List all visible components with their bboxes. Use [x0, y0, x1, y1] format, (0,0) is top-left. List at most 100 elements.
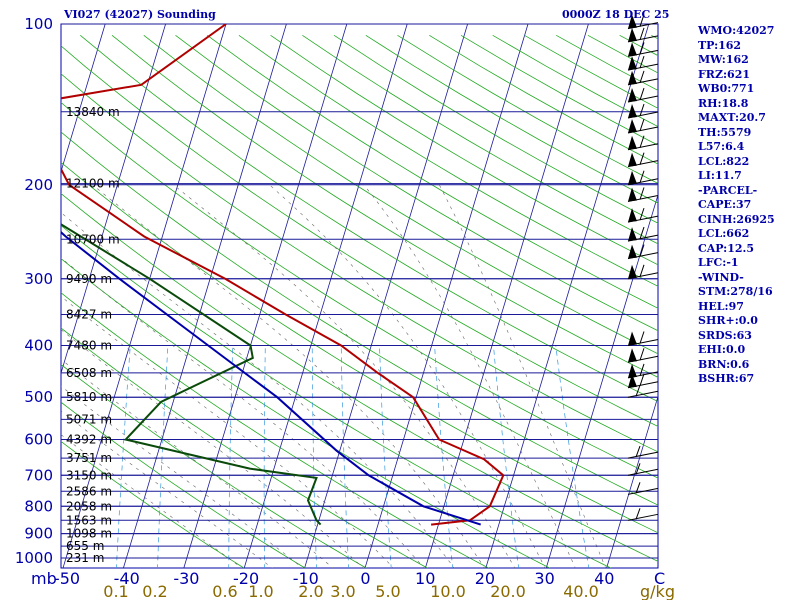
- dry-adiabat-line: [61, 364, 368, 568]
- mixing-ratio-label: 1.0: [248, 582, 273, 600]
- moist-adiabat-line: [363, 184, 576, 568]
- temperature-tick-label: 40: [594, 569, 614, 588]
- wind-barb: [627, 42, 659, 57]
- dry-adiabat-line: [61, 193, 658, 562]
- dry-adiabat-line: [61, 225, 612, 568]
- index-item: L57:6.4: [698, 140, 745, 153]
- dry-adiabat-line: [61, 327, 429, 568]
- height-level-label: 2058 m: [66, 499, 112, 513]
- wind-barb: [627, 244, 659, 260]
- dry-adiabat-line: [61, 131, 658, 506]
- wind-barb: [627, 103, 659, 119]
- wind-barb: [627, 207, 659, 223]
- wind-barb: [627, 226, 659, 242]
- index-item: LCL:662: [698, 227, 750, 240]
- height-level-label: 1563 m: [66, 513, 112, 527]
- temperature-tick-label: -10: [293, 569, 319, 588]
- mixing-ratio-label: 3.0: [330, 582, 355, 600]
- pressure-tick-label: 600: [24, 431, 53, 449]
- wind-barb: [627, 463, 659, 476]
- celsius-unit: C: [654, 569, 665, 588]
- height-level-label: 3150 m: [66, 468, 112, 482]
- wind-barb: [627, 70, 659, 86]
- pressure-tick-label: 300: [24, 270, 53, 288]
- index-item: -WIND-: [698, 270, 744, 284]
- isotherm-line: [364, 24, 529, 568]
- wind-barb: [627, 373, 659, 389]
- isotherm-line: [606, 395, 658, 568]
- pressure-tick-label: 900: [24, 525, 53, 543]
- moist-adiabat-line: [61, 212, 455, 568]
- mixing-ratio-label: 20.0: [490, 582, 526, 600]
- height-level-label: 2586 m: [66, 484, 112, 498]
- height-level-label: 12100 m: [66, 177, 120, 191]
- pressure-tick-label: 500: [24, 388, 53, 406]
- mixing-ratio-line: [228, 345, 234, 568]
- dewpoint-profile: [61, 223, 322, 526]
- wind-barb: [627, 152, 659, 168]
- mixing-ratio-label: 10.0: [430, 582, 466, 600]
- temperature-tick-label: 30: [534, 569, 554, 588]
- moist-adiabat-line: [61, 410, 273, 568]
- wind-barb: [627, 264, 659, 280]
- temperature-tick-label: 20: [475, 569, 495, 588]
- index-item: MAXT:20.7: [698, 111, 766, 124]
- mixing-ratio-label: 40.0: [563, 582, 599, 600]
- wind-barb: [627, 331, 659, 346]
- mixing-ratio-label: 0.6: [212, 582, 237, 600]
- index-item: FRZ:621: [698, 67, 751, 81]
- index-item: CAPE:37: [698, 198, 752, 211]
- dry-adiabat-line: [61, 292, 490, 568]
- isotherm-line: [304, 24, 468, 568]
- moist-adiabat-line: [269, 184, 546, 568]
- isotherm-line: [0, 24, 45, 569]
- height-level-label: 9490 m: [66, 272, 112, 286]
- index-item: CAP:12.5: [698, 241, 755, 255]
- height-level-label: 5810 m: [66, 390, 112, 404]
- moist-adiabat-line: [61, 329, 364, 568]
- isotherm-line: [243, 24, 408, 568]
- parcel-path: [61, 230, 482, 526]
- index-item: CINH:26925: [698, 212, 775, 226]
- index-item: BRN:0.6: [698, 357, 750, 371]
- index-item: MW:162: [698, 53, 749, 66]
- isotherm-line: [545, 193, 658, 568]
- dry-adiabat-line: [175, 34, 658, 332]
- dry-adiabat-line: [61, 401, 306, 568]
- dry-adiabat-line: [238, 34, 658, 287]
- isotherm-line: [61, 24, 166, 375]
- mixing-ratio-unit: g/kg: [640, 582, 675, 600]
- isotherm-line: [183, 24, 348, 568]
- wind-barb: [627, 170, 659, 186]
- temperature-profile: [61, 24, 505, 526]
- wind-barb: [627, 118, 659, 134]
- index-item: -PARCEL-: [698, 183, 758, 197]
- wind-barb: [627, 385, 659, 398]
- temperature-tick-label: -40: [114, 569, 140, 588]
- mixing-ratio-label: 0.2: [142, 582, 167, 600]
- height-level-label: 7480 m: [66, 339, 112, 353]
- index-item: BSHR:67: [698, 372, 755, 385]
- mixing-ratio-label: 5.0: [375, 582, 400, 600]
- moist-adiabat-line: [61, 385, 304, 568]
- pressure-tick-label: 200: [24, 176, 53, 194]
- index-item: LI:11.7: [698, 169, 742, 182]
- dry-adiabat-line: [61, 161, 658, 534]
- dry-adiabat-line: [111, 34, 658, 378]
- index-item: HEL:97: [698, 299, 744, 313]
- dry-adiabat-line: [61, 440, 245, 568]
- wind-barb: [627, 508, 659, 521]
- height-level-label: 4392 m: [66, 433, 112, 447]
- index-item: TP:162: [698, 38, 742, 52]
- pressure-tick-label: 400: [24, 337, 53, 355]
- index-item: STM:278/16: [698, 285, 773, 298]
- wind-barb: [627, 14, 659, 30]
- index-item: TH:5579: [698, 125, 752, 139]
- pressure-tick-label: 700: [24, 466, 53, 484]
- moist-adiabat-line: [61, 434, 243, 568]
- index-item: LFC:-1: [698, 256, 739, 269]
- moist-adiabat-line: [439, 184, 606, 568]
- mixing-ratio-line: [263, 345, 266, 568]
- station-title: VI027 (42027) Sounding: [64, 8, 216, 21]
- dry-adiabat-line: [61, 258, 551, 568]
